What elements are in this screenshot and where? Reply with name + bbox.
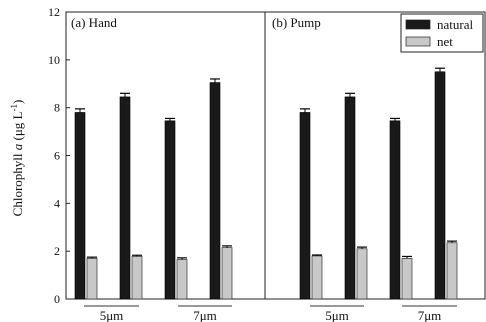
legend-swatch-natural	[405, 19, 431, 30]
bar-net	[446, 242, 458, 300]
bar-net	[311, 255, 323, 300]
legend-label-net: net	[437, 34, 453, 49]
labels: 0 2 4 6 8 10 12 (a) Hand 5μm 7μm (b) Pump 5μm 7μm	[48, 5, 441, 322]
legend: natural net	[400, 13, 484, 53]
group-label: 7μm	[418, 308, 442, 322]
y-axis-title-prefix: Chlorophyll	[10, 150, 25, 216]
y-tick-label: 8	[54, 101, 60, 115]
bar-net	[356, 248, 368, 300]
y-tick-label: 12	[48, 5, 60, 19]
bar-natural	[389, 120, 401, 300]
panel-label: (b) Pump	[272, 15, 321, 30]
bar-natural	[209, 82, 221, 300]
bars	[74, 67, 458, 300]
bar-net	[401, 257, 413, 300]
y-axis-title-symbol: a	[10, 143, 25, 150]
legend-swatch-net	[405, 36, 431, 47]
y-axis-title-exponent: -1	[9, 104, 19, 112]
y-tick-label: 2	[54, 244, 60, 258]
bar-natural	[434, 71, 446, 300]
bar-net	[221, 247, 233, 300]
axes	[65, 11, 486, 307]
y-axis-title: Chlorophyll a (μg L-1)	[9, 100, 25, 217]
bar-natural	[344, 96, 356, 300]
y-axis-title-close: )	[10, 100, 25, 104]
y-tick-label: 4	[54, 196, 60, 210]
y-tick-label: 10	[48, 53, 60, 67]
y-tick-label: 6	[54, 149, 60, 163]
panel-label: (a) Hand	[71, 15, 117, 30]
y-tick-label: 0	[54, 292, 60, 306]
legend-label-natural: natural	[437, 17, 473, 32]
bar-natural	[74, 112, 86, 300]
bar-natural	[164, 120, 176, 300]
group-label: 5μm	[100, 308, 124, 322]
bar-net	[86, 257, 98, 300]
group-label: 5μm	[325, 308, 349, 322]
y-axis-title-unit: (μg L	[10, 111, 25, 143]
bar-net	[131, 256, 143, 300]
group-label: 7μm	[193, 308, 217, 322]
bar-natural	[299, 112, 311, 300]
bar-natural	[119, 96, 131, 300]
bar-net	[176, 259, 188, 300]
